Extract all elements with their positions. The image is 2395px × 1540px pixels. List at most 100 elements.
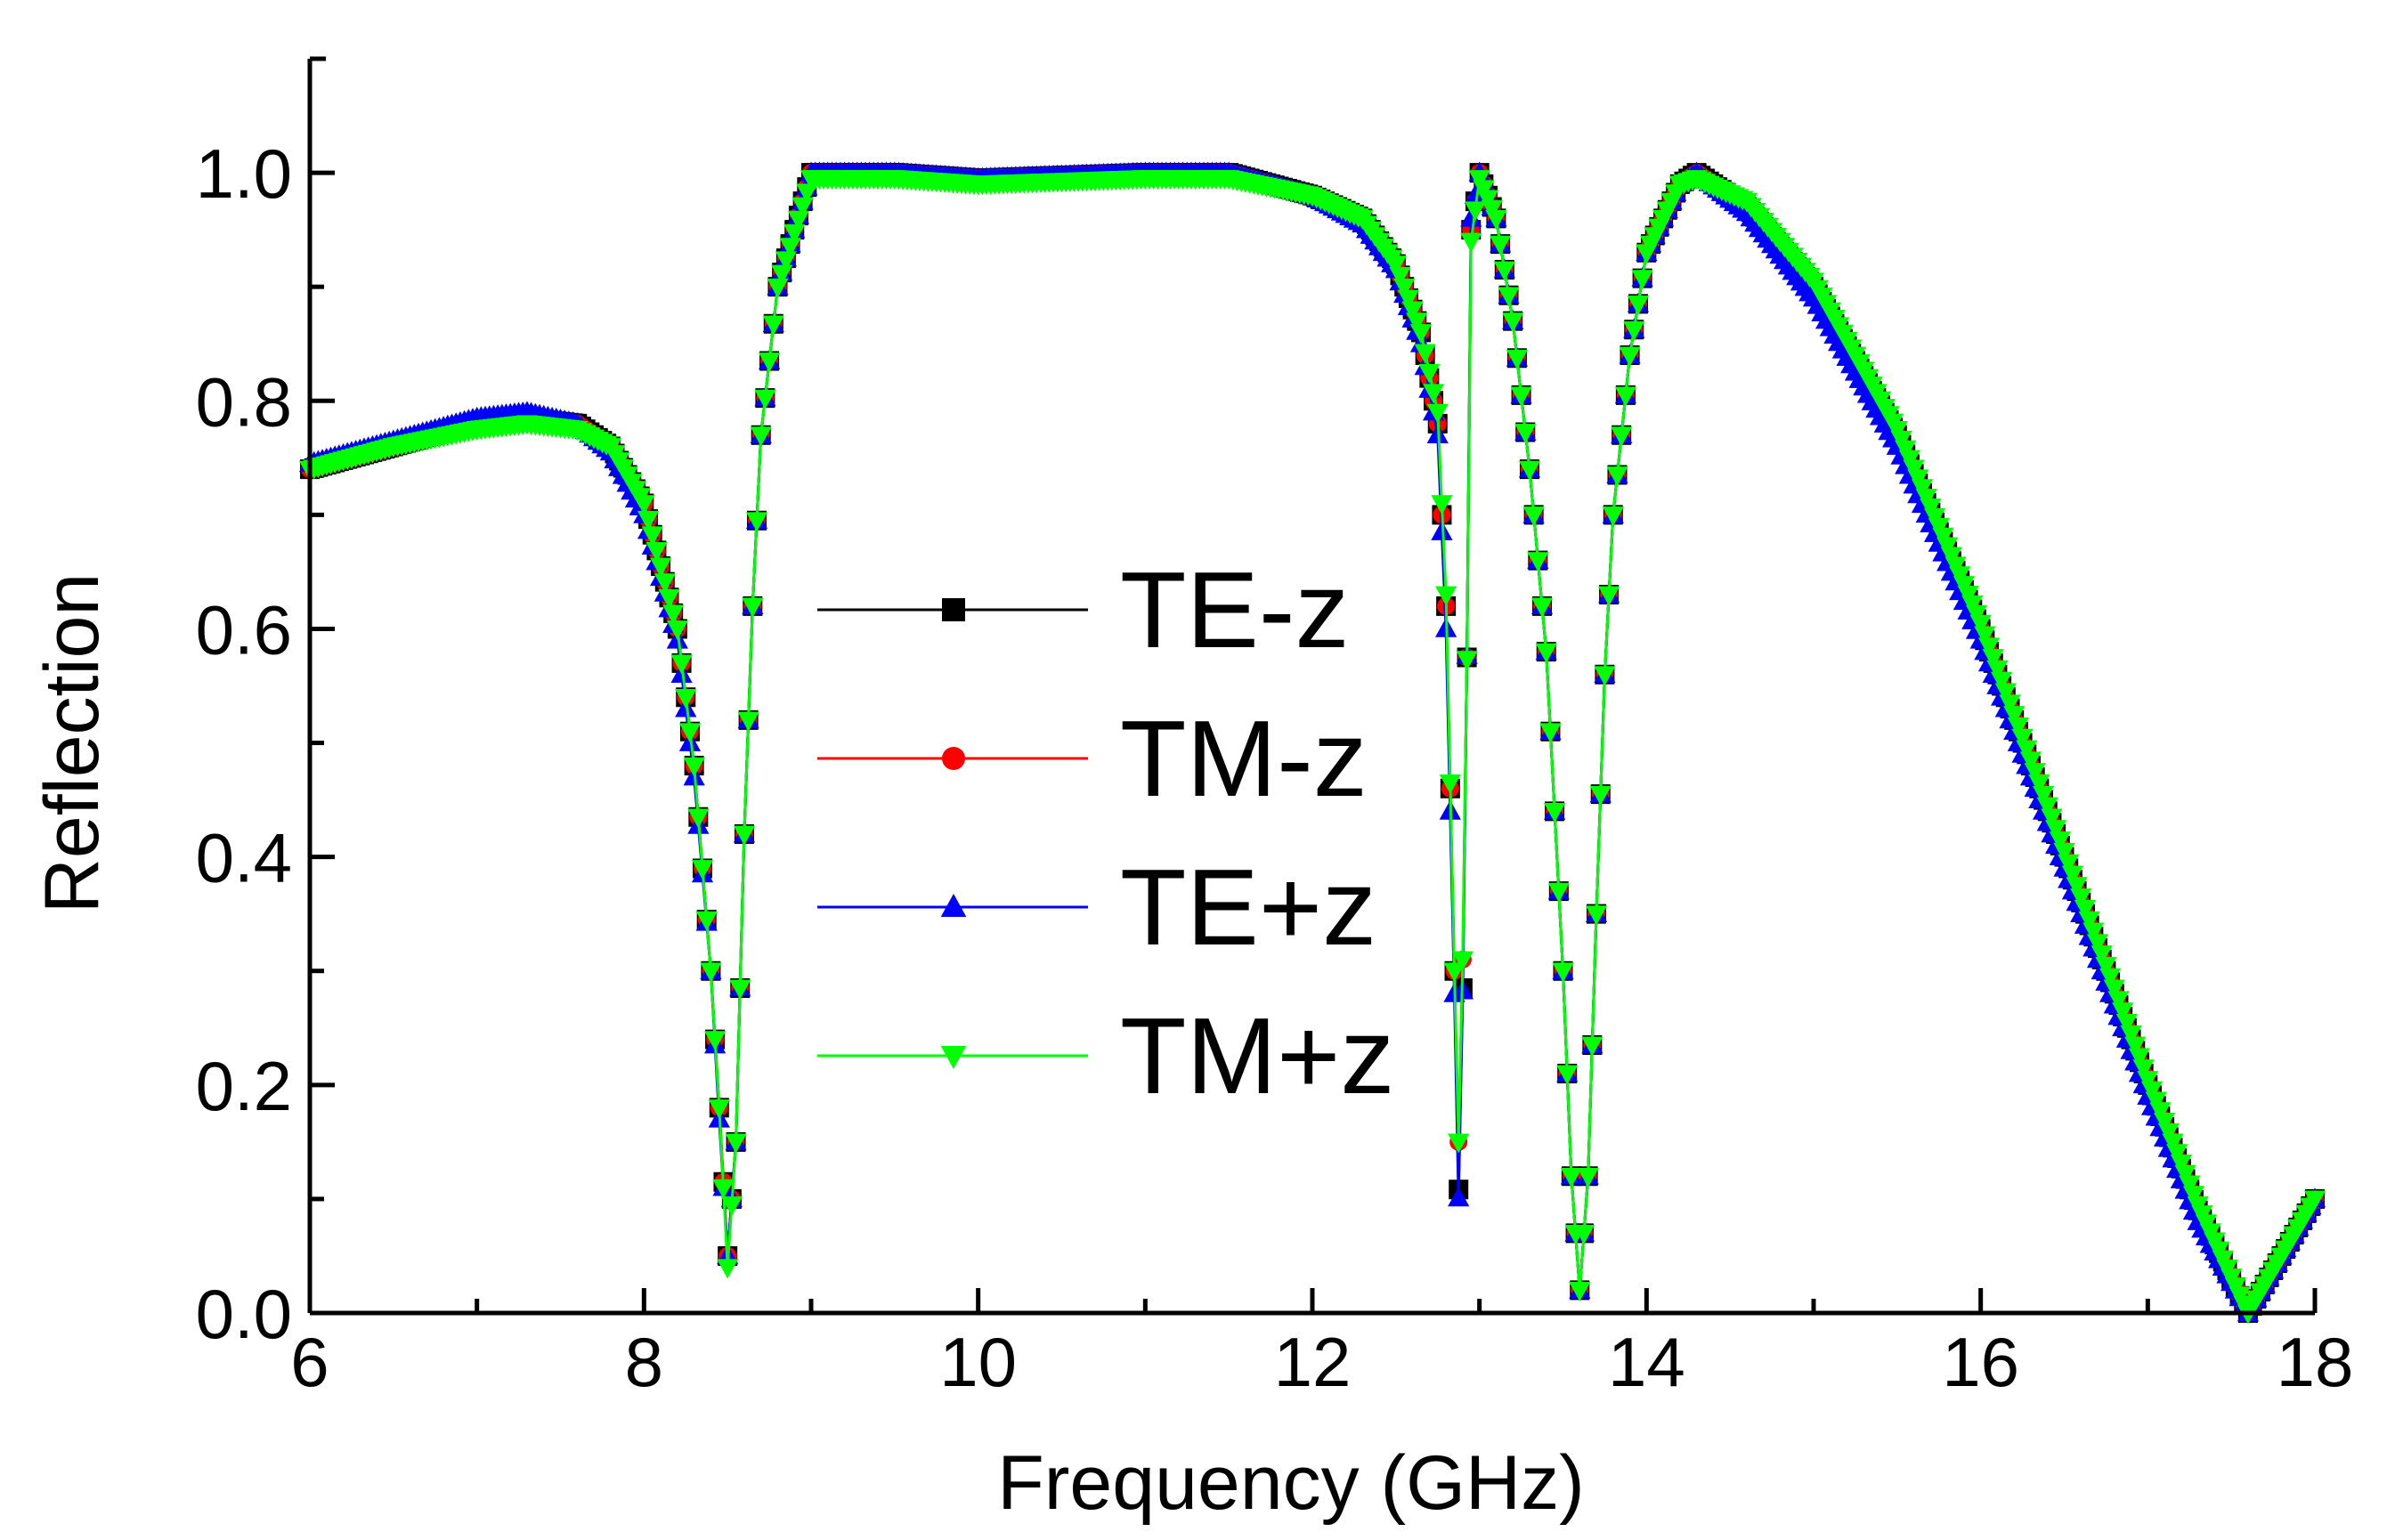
data-point-TM+z [1518, 460, 1541, 481]
data-point-TM+z [2128, 1048, 2151, 1068]
data-point-TM+z [1611, 426, 1633, 447]
data-point-TM+z [775, 251, 797, 272]
data-point-TM+z [1401, 301, 1424, 321]
data-point-TM+z [2061, 865, 2083, 886]
data-point-TM+z [708, 1099, 730, 1120]
data-point-TM+z [700, 962, 722, 983]
data-point-TM+z [637, 510, 660, 531]
data-point-TM+z [729, 979, 751, 1000]
data-point-TM+z [1498, 287, 1520, 307]
data-point-TE+z [1460, 207, 1482, 227]
data-point-TM+z [641, 526, 663, 547]
data-point-TM+z [650, 557, 672, 578]
data-point-TM+z [1977, 637, 2001, 658]
data-point-TM+z [1581, 1036, 1603, 1057]
data-point-TM+z [2070, 888, 2092, 909]
series-TM+z [298, 170, 2326, 1325]
data-point-TM+z [1473, 180, 1495, 200]
legend-entry-TM-z: TM-z [817, 698, 1368, 819]
x-axis-title: Frequency (GHz) [997, 1440, 1585, 1526]
data-point-TM+z [2162, 1133, 2184, 1154]
data-point-TM+z [1448, 1133, 1470, 1154]
y-tick-label: 0.2 [196, 1047, 292, 1125]
data-point-TM+z [645, 542, 668, 563]
data-point-TM+z [1468, 170, 1490, 190]
data-point-TM+z [1426, 403, 1449, 424]
data-point-TE+z [1448, 1187, 1470, 1207]
data-point-TM+z [1623, 320, 1645, 341]
data-point-TM+z [683, 757, 705, 777]
data-point-TM+z [1397, 289, 1420, 310]
data-point-TM+z [1614, 386, 1636, 407]
data-point-TM+z [733, 825, 756, 846]
data-point-TM+z [2154, 1113, 2176, 1133]
data-point-TM+z [779, 238, 801, 258]
data-point-TM+z [1460, 232, 1482, 253]
data-point-TM+z [2179, 1175, 2201, 1196]
data-point-TM+z [1514, 424, 1537, 444]
data-point-TM+z [2003, 706, 2026, 726]
data-point-TM+z [2166, 1144, 2188, 1164]
data-point-TM+z [670, 654, 693, 675]
data-point-TM+z [658, 588, 680, 609]
data-point-TM+z [792, 197, 814, 217]
data-point-TM+z [717, 1259, 739, 1279]
data-point-TM+z [1969, 614, 1992, 635]
legend-label: TE+z [1120, 847, 1376, 968]
data-point-TM+z [2107, 991, 2130, 1011]
data-point-TM+z [2016, 740, 2038, 760]
data-point-TM+z [758, 353, 781, 373]
data-point-TM+z [1493, 261, 1515, 281]
data-point-TM+z [787, 210, 810, 231]
data-point-TM+z [2024, 763, 2046, 783]
data-point-TM+z [2086, 934, 2109, 954]
data-point-TM+z [720, 1196, 743, 1216]
legend-marker-TM-z [942, 747, 965, 770]
data-point-TM+z [633, 495, 655, 515]
data-point-TM+z [771, 264, 793, 285]
data-point-TM+z [2303, 1190, 2326, 1211]
data-point-TM+z [762, 315, 784, 336]
data-point-TM+z [1619, 346, 1641, 367]
data-point-TM+z [1414, 344, 1436, 364]
data-point-TM+z [1527, 552, 1549, 572]
legend-marker-TM+z [940, 1045, 967, 1069]
data-point-TM+z [1572, 1224, 1595, 1244]
data-point-TM+z [1606, 466, 1628, 487]
data-point-TM+z [750, 426, 772, 447]
data-point-TM+z [2011, 728, 2034, 749]
data-point-TM+z [725, 1133, 747, 1154]
data-point-TM+z [1535, 643, 1557, 663]
data-point-TM+z [2019, 751, 2042, 772]
data-point-TM+z [1982, 649, 2004, 669]
data-point-TM+z [1409, 324, 1433, 344]
data-point-TM+z [666, 620, 688, 641]
data-point-TM+z [754, 389, 776, 409]
y-tick-label: 1.0 [196, 134, 292, 213]
data-point-TM+z [1506, 349, 1528, 369]
data-point-TM+z [1577, 1167, 1599, 1187]
data-point-TM+z [1552, 962, 1574, 983]
data-point-TM+z [1490, 235, 1512, 255]
data-point-TM+z [2053, 842, 2075, 863]
data-point-TM+z [1418, 363, 1441, 384]
data-point-TM+z [2174, 1164, 2196, 1185]
data-point-TM+z [1422, 384, 1445, 404]
data-point-TM+z [742, 597, 764, 618]
data-point-TM+z [745, 512, 768, 532]
data-point-TM+z [2045, 820, 2067, 840]
data-point-TM+z [2078, 911, 2100, 931]
data-point-TM+z [1994, 683, 2017, 703]
data-point-TM+z [1481, 199, 1503, 220]
data-point-TM+z [2058, 854, 2080, 874]
x-tick-label: 8 [625, 1323, 663, 1401]
data-point-TM+z [1631, 270, 1653, 290]
data-point-TM+z [2091, 945, 2113, 966]
data-point-TM+z [2137, 1071, 2159, 1091]
data-point-TM+z [1393, 278, 1416, 298]
x-tick-label: 12 [1274, 1323, 1352, 1401]
legend-entry-TM+z: TM+z [817, 995, 1394, 1116]
data-point-TM+z [1589, 785, 1612, 806]
series-layer [298, 161, 2326, 1325]
